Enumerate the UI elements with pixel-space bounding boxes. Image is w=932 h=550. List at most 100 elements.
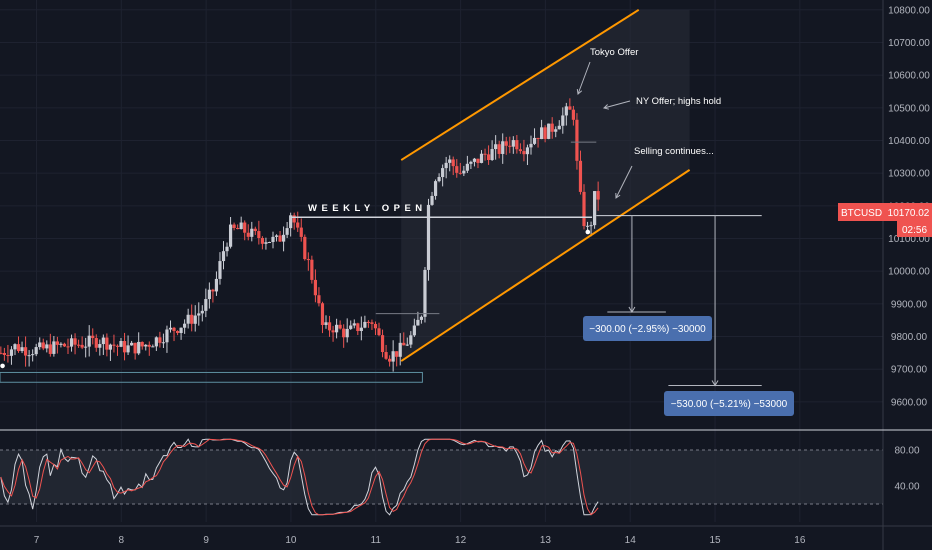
candle-body <box>444 162 448 169</box>
candle-body <box>214 278 219 292</box>
candle-body <box>511 140 515 147</box>
candle-body <box>550 123 554 132</box>
candle-body <box>310 259 314 280</box>
candle-body <box>373 323 378 329</box>
ny-offer-label: NY Offer; highs hold <box>636 96 721 107</box>
candle-body <box>377 328 381 336</box>
candle-body <box>59 343 63 345</box>
time-tick-label: 11 <box>371 535 382 546</box>
candle-body <box>91 335 95 339</box>
candle-body <box>578 160 583 192</box>
candle-body <box>105 337 109 350</box>
candle-body <box>490 149 494 161</box>
candle-body <box>115 345 120 347</box>
selling-pointer <box>615 165 633 199</box>
candle-body <box>236 228 240 230</box>
candle-body <box>274 235 279 237</box>
candle-body <box>278 235 282 242</box>
candle-body <box>151 346 155 348</box>
price-tag-symbol: BTCUSD <box>841 208 882 219</box>
channel-shading <box>401 9 690 362</box>
candle-body <box>423 269 427 317</box>
candle-body <box>98 344 102 348</box>
candle-body <box>352 323 356 326</box>
candle-body <box>455 166 459 173</box>
stoch-d-line <box>0 438 599 516</box>
candle-body <box>363 321 367 328</box>
candle-body <box>303 236 307 260</box>
candle-body <box>313 279 317 296</box>
candle-body <box>451 159 455 167</box>
range-low-box <box>0 371 423 383</box>
oscillator-band <box>0 450 883 504</box>
time-tick-label: 16 <box>794 535 806 546</box>
candle-body <box>48 344 52 354</box>
candle-body <box>547 123 551 139</box>
candle-body <box>9 349 14 356</box>
candle-body <box>38 342 42 348</box>
candle-body <box>554 129 558 132</box>
candle-body <box>34 347 38 355</box>
candle-body <box>536 137 540 140</box>
price-tick-label: 10000.00 <box>888 267 930 278</box>
candle-body <box>398 342 402 357</box>
candle-body <box>391 351 395 362</box>
candle-body <box>539 127 544 140</box>
last-swing-marker <box>585 229 591 235</box>
candle-body <box>469 161 473 164</box>
price-tick-label: 9900.00 <box>891 299 928 310</box>
candle-body <box>119 341 123 347</box>
candle-body <box>165 329 169 343</box>
target-1-label: −300.00 (−2.95%) −30000 <box>589 324 706 335</box>
channel-lower-line <box>400 169 691 362</box>
stoch-k-line <box>0 438 599 516</box>
time-tick-label: 15 <box>709 535 721 546</box>
candle-body <box>133 342 137 354</box>
candle-body <box>317 295 321 304</box>
candle-body <box>221 251 226 262</box>
price-tick-label: 9700.00 <box>891 365 928 376</box>
time-tick-label: 8 <box>119 535 125 546</box>
candle-body <box>197 313 201 316</box>
candle-body <box>137 341 141 354</box>
price-tag-countdown: 02:56 <box>902 225 927 236</box>
oscillator-tick-label: 80.00 <box>894 446 919 457</box>
candle-body <box>571 109 575 120</box>
candle-body <box>448 159 452 163</box>
price-tick-label: 10600.00 <box>888 71 930 82</box>
candle-body <box>264 242 268 244</box>
candle-body <box>327 322 332 331</box>
candle-body <box>243 222 247 233</box>
candle-body <box>409 335 413 345</box>
candle-body <box>55 341 59 345</box>
candle-body <box>441 168 445 178</box>
ny-pointer <box>603 100 631 109</box>
channel-upper-line <box>400 8 640 161</box>
candle-body <box>130 342 134 346</box>
candle-body <box>23 347 28 356</box>
candle-body <box>349 325 353 329</box>
candle-body <box>299 227 303 237</box>
oscillator-tick-label: 40.00 <box>894 482 919 493</box>
candle-body <box>437 177 441 182</box>
candle-body <box>108 344 113 350</box>
candle-body <box>2 352 6 356</box>
candle-body <box>575 119 579 161</box>
candle-body <box>62 343 67 347</box>
target-1-box[interactable] <box>583 316 712 341</box>
candle-body <box>193 315 197 324</box>
candle-body <box>593 191 597 226</box>
candle-body <box>122 341 127 353</box>
candle-body <box>532 137 537 144</box>
candle-body <box>281 234 286 242</box>
target-2-box[interactable] <box>664 391 794 416</box>
candle-body <box>529 143 533 148</box>
candle-body <box>465 163 469 171</box>
candle-body <box>183 323 187 328</box>
candle-body <box>285 228 289 235</box>
candle-body <box>0 352 3 354</box>
price-tick-label: 10800.00 <box>888 5 930 16</box>
candle-body <box>126 345 130 353</box>
